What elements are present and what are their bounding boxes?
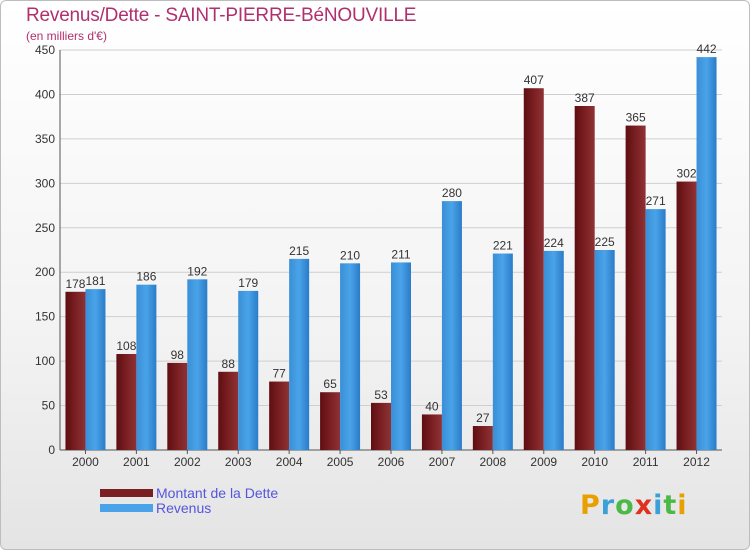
value-label-revenue: 186	[136, 270, 156, 284]
value-label-revenue: 221	[493, 239, 513, 253]
value-label-revenue: 271	[646, 194, 666, 208]
legend-label-debt: Montant de la Dette	[156, 485, 279, 501]
bar-revenue	[696, 57, 717, 450]
logo-letter: i	[653, 490, 664, 521]
bar-debt	[65, 291, 86, 450]
value-label-revenue: 211	[391, 247, 410, 261]
bar-revenue	[543, 250, 564, 450]
bar-debt	[676, 181, 697, 451]
x-tick-label: 2008	[479, 455, 506, 469]
legend-label-revenue: Revenus	[156, 500, 212, 516]
bar-debt	[625, 125, 646, 451]
y-tick-label: 150	[35, 310, 55, 324]
x-tick-label: 2007	[429, 455, 456, 469]
bar-revenue	[289, 258, 310, 450]
logo-letter: P	[580, 490, 601, 521]
x-tick-label: 2003	[225, 455, 252, 469]
logo-letter: i	[677, 490, 688, 521]
x-tick-label: 2000	[72, 455, 99, 469]
value-label-revenue: 225	[595, 235, 615, 249]
value-label-debt: 40	[425, 399, 439, 413]
x-tick-label: 2006	[378, 455, 405, 469]
value-label-revenue: 442	[697, 42, 717, 56]
logo-letter: r	[600, 490, 616, 521]
bar-debt	[371, 402, 391, 450]
value-label-revenue: 224	[544, 236, 564, 250]
bar-revenue	[238, 290, 259, 450]
x-tick-label: 2005	[327, 455, 354, 469]
value-label-debt: 302	[677, 167, 697, 181]
bar-revenue	[391, 262, 411, 450]
value-label-debt: 108	[116, 339, 136, 353]
bar-debt	[574, 106, 595, 450]
bar-debt	[116, 354, 137, 450]
value-label-debt: 387	[575, 91, 595, 105]
y-tick-label: 350	[35, 132, 55, 146]
value-label-revenue: 181	[85, 274, 105, 288]
bar-revenue	[441, 201, 462, 450]
y-tick-label: 200	[35, 265, 55, 279]
value-label-debt: 178	[65, 277, 85, 291]
x-tick-label: 2004	[276, 455, 303, 469]
value-label-debt: 53	[374, 388, 388, 402]
bar-revenue	[136, 284, 157, 450]
bar-debt	[269, 381, 290, 450]
bar-debt	[523, 88, 544, 450]
x-tick-label: 2010	[581, 455, 608, 469]
bar-revenue	[645, 209, 666, 450]
x-tick-label: 2012	[683, 455, 710, 469]
value-label-debt: 77	[272, 367, 286, 381]
logo-letter: o	[615, 490, 635, 521]
bar-debt	[472, 426, 493, 450]
y-tick-label: 50	[42, 399, 56, 413]
bar-debt	[167, 362, 188, 450]
y-tick-label: 300	[35, 176, 55, 190]
bar-revenue	[594, 250, 615, 450]
y-tick-label: 100	[35, 354, 55, 368]
x-tick-label: 2001	[123, 455, 150, 469]
value-label-debt: 365	[626, 111, 646, 125]
bar-revenue	[340, 263, 361, 450]
bar-debt	[218, 371, 239, 450]
x-tick-label: 2002	[174, 455, 201, 469]
x-tick-label: 2011	[633, 455, 659, 469]
bar-revenue	[187, 279, 208, 450]
value-label-revenue: 280	[442, 186, 462, 200]
bar-debt	[320, 392, 341, 450]
logo-letter: x	[634, 490, 654, 521]
value-label-debt: 65	[323, 377, 337, 391]
value-label-revenue: 210	[340, 248, 360, 262]
bar-revenue	[492, 253, 513, 450]
bar-revenue	[85, 289, 106, 450]
bar-debt	[421, 414, 442, 450]
value-label-debt: 88	[222, 357, 236, 371]
value-label-revenue: 192	[187, 264, 207, 278]
value-label-revenue: 179	[238, 276, 258, 290]
proxiti-logo: Proxiti	[580, 490, 688, 521]
y-tick-label: 250	[35, 221, 55, 235]
chart-title: Revenus/Dette - SAINT-PIERRE-BéNOUVILLE	[26, 5, 417, 26]
value-label-revenue: 215	[289, 244, 309, 258]
value-label-debt: 407	[524, 73, 544, 87]
value-label-debt: 27	[476, 411, 490, 425]
y-tick-label: 450	[35, 43, 55, 57]
value-label-debt: 98	[171, 348, 185, 362]
y-tick-label: 400	[35, 87, 55, 101]
legend-swatch-revenue	[100, 504, 153, 512]
x-tick-label: 2009	[530, 455, 557, 469]
y-tick-label: 0	[48, 443, 55, 457]
logo-letter: t	[663, 490, 678, 521]
chart-subtitle: (en milliers d'€)	[26, 29, 107, 43]
legend-swatch-debt	[100, 489, 153, 497]
